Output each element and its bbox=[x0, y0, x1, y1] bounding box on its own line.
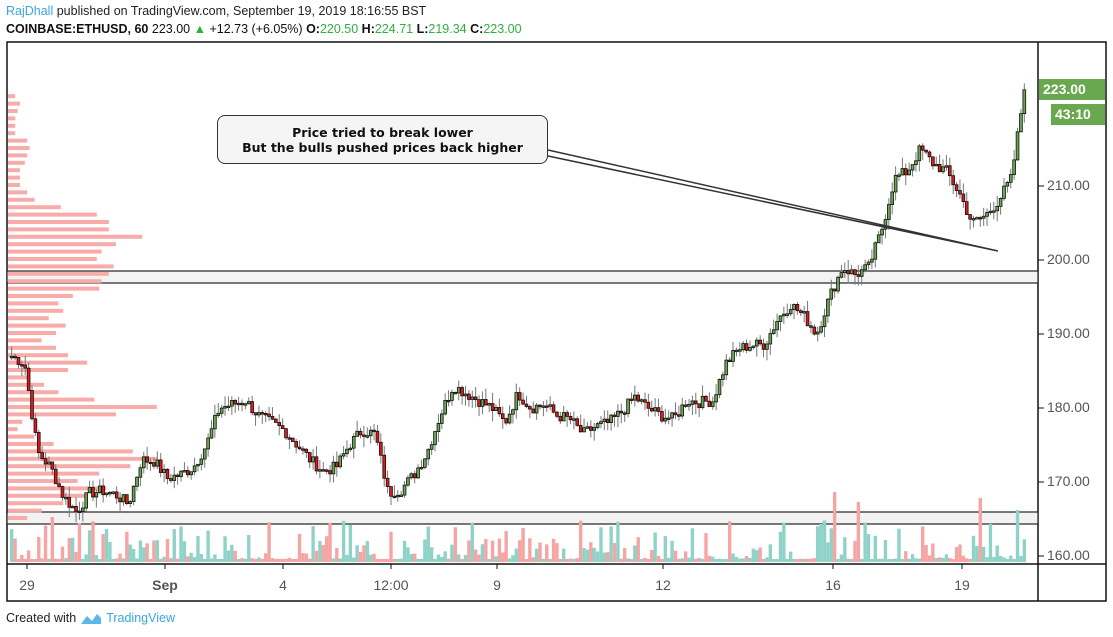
low-label: L: bbox=[416, 22, 429, 36]
close-value: 223.00 bbox=[483, 22, 522, 36]
bar-countdown-tag: 43:10 bbox=[1051, 104, 1105, 125]
x-label-12: 12 bbox=[655, 577, 671, 593]
y-label-170: 170.00 bbox=[1047, 473, 1090, 489]
support-zone-lower bbox=[6, 511, 1039, 525]
x-label-sep: Sep bbox=[152, 577, 178, 593]
symbol-name: COINBASE:ETHUSD, 60 bbox=[6, 22, 149, 36]
x-label-29: 29 bbox=[19, 577, 35, 593]
volume-profile bbox=[8, 94, 157, 520]
x-label-9: 9 bbox=[493, 577, 501, 593]
x-label-4: 4 bbox=[279, 577, 287, 593]
y-label-200: 200.00 bbox=[1047, 251, 1090, 267]
created-with-text: Created with bbox=[6, 611, 77, 625]
annotation-callout[interactable]: Price tried to break lower But the bulls… bbox=[217, 115, 548, 164]
x-label-16: 16 bbox=[825, 577, 841, 593]
axis-ticks bbox=[26, 185, 1044, 569]
y-label-180: 180.00 bbox=[1047, 399, 1090, 415]
volume-bars bbox=[10, 492, 1026, 562]
annotation-line-2: But the bulls pushed prices back higher bbox=[242, 140, 523, 155]
symbol-legend: COINBASE:ETHUSD, 60 223.00 ▲ +12.73 (+6.… bbox=[6, 22, 522, 36]
open-label: O: bbox=[306, 22, 320, 36]
close-label: C: bbox=[470, 22, 484, 36]
author-link[interactable]: RajDhall bbox=[6, 4, 54, 18]
y-label-160: 160.00 bbox=[1047, 547, 1090, 563]
y-label-190: 190.00 bbox=[1047, 325, 1090, 341]
last-price-tag: 223.00 bbox=[1039, 79, 1105, 100]
chart-frame bbox=[6, 41, 1107, 602]
x-label-1200: 12:00 bbox=[373, 577, 409, 593]
price-change: +12.73 (+6.05%) bbox=[209, 22, 303, 36]
change-arrow-icon: ▲ bbox=[193, 22, 206, 36]
high-label: H: bbox=[361, 22, 375, 36]
candlesticks bbox=[9, 83, 1027, 523]
last-price: 223.00 bbox=[151, 22, 191, 36]
publish-info: RajDhall published on TradingView.com, S… bbox=[6, 4, 426, 18]
published-text: published on TradingView.com, September … bbox=[53, 4, 427, 18]
open-value: 220.50 bbox=[319, 22, 359, 36]
tradingview-link[interactable]: TradingView bbox=[106, 611, 175, 625]
tradingview-logo-icon bbox=[81, 613, 102, 624]
callout-pointer bbox=[547, 149, 999, 252]
annotation-line-1: Price tried to break lower bbox=[292, 125, 473, 140]
low-value: 219.34 bbox=[428, 22, 467, 36]
footer: Created with TradingView bbox=[6, 611, 175, 625]
high-value: 224.71 bbox=[374, 22, 414, 36]
y-label-210: 210.00 bbox=[1047, 177, 1090, 193]
x-label-19: 19 bbox=[954, 577, 970, 593]
support-zone-upper bbox=[6, 270, 1039, 284]
